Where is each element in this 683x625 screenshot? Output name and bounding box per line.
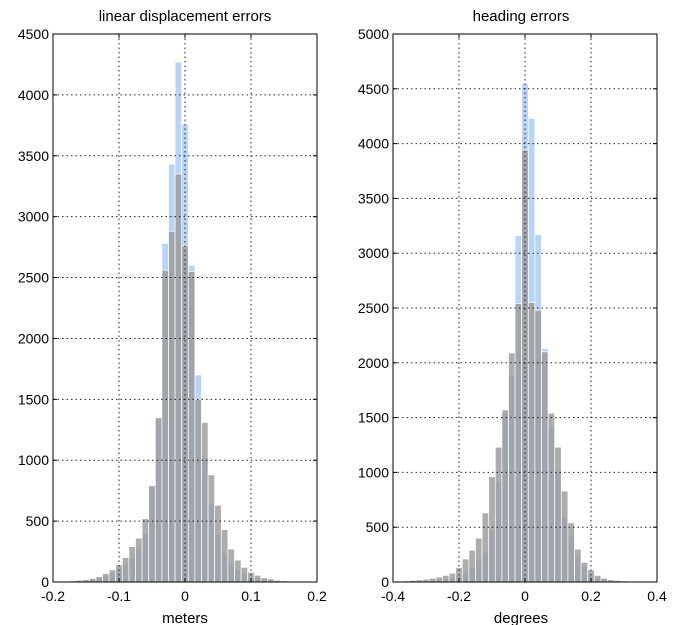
y-tick-label: 3000	[358, 245, 389, 261]
x-tick-label: -0.4	[381, 588, 405, 604]
histogram-bar	[253, 574, 262, 583]
y-tick-label: 2000	[358, 355, 389, 371]
histogram-bar	[88, 577, 97, 583]
series-1	[69, 173, 301, 583]
y-tick-label: 3000	[18, 209, 49, 225]
histogram-bar	[494, 446, 503, 583]
histogram-bar	[260, 577, 268, 583]
y-tick-label: 4000	[18, 87, 49, 103]
histogram-bar	[475, 537, 483, 583]
histogram-bar	[148, 485, 156, 583]
histogram-bar	[554, 446, 562, 583]
histogram-bar	[508, 352, 516, 583]
x-tick-label: 0.2	[307, 588, 327, 604]
histogram-bar	[168, 230, 176, 583]
histogram-bar	[468, 549, 476, 583]
x-tick-label: 0.2	[581, 588, 601, 604]
x-tick-label: -0.2	[41, 588, 65, 604]
histogram-bar	[201, 422, 209, 583]
y-tick-label: 2000	[18, 330, 49, 346]
histogram-bar	[461, 558, 470, 583]
heading-errors-panel: heading errors degrees -0.4 -0.2 0 0.2 0.4 0 5…	[358, 8, 667, 625]
x-tick-label: -0.1	[107, 588, 131, 604]
histogram-bar	[600, 577, 608, 583]
y-tick-label: 4000	[358, 136, 389, 152]
x-axis-label: degrees	[494, 610, 548, 625]
y-tick-label: 3500	[358, 190, 389, 206]
y-tick-label: 0	[381, 574, 389, 590]
histogram-bar	[187, 271, 196, 583]
y-tick-label: 3500	[18, 148, 49, 164]
y-tick-label: 0	[41, 574, 49, 590]
histogram-bar	[108, 569, 117, 583]
histogram-bar	[214, 504, 222, 583]
histogram-bar	[580, 561, 589, 583]
histogram-bar	[527, 302, 536, 583]
histogram-bar	[102, 573, 110, 583]
y-tick-label: 2500	[358, 300, 389, 316]
histogram-bar	[481, 512, 490, 583]
histogram-bar	[141, 518, 150, 583]
x-tick-label: 0.4	[647, 588, 667, 604]
chart-title: linear displacement errors	[99, 8, 272, 25]
histogram-bar	[560, 490, 569, 583]
x-axis-label: meters	[162, 610, 208, 625]
histogram-bar	[448, 572, 457, 583]
histogram-bar	[514, 303, 523, 583]
histogram-bar	[240, 567, 249, 583]
x-tick-label: 0	[181, 588, 189, 604]
histogram-bar	[128, 546, 136, 583]
histogram-bar	[541, 351, 549, 583]
y-tick-label: 1500	[358, 410, 389, 426]
y-tick-label: 1000	[18, 452, 49, 468]
histogram-bar	[207, 474, 216, 583]
histogram-bar	[135, 537, 143, 583]
x-tick-label: -0.2	[447, 588, 471, 604]
histogram-bar	[574, 548, 582, 583]
histogram-bar	[435, 576, 443, 583]
histogram-bar	[234, 559, 242, 583]
y-tick-label: 1500	[18, 391, 49, 407]
histogram-bar	[534, 309, 542, 583]
histogram-bar	[161, 269, 169, 583]
y-tick-label: 500	[26, 513, 50, 529]
histogram-bar	[428, 577, 437, 583]
histogram-bar	[220, 529, 229, 583]
histogram-bar	[227, 548, 235, 583]
linear-displacement-panel: linear displacement errors meters -0.2 -0…	[18, 8, 327, 625]
histogram-bar	[567, 522, 575, 583]
histogram-bar	[501, 409, 509, 583]
y-tick-label: 5000	[358, 26, 389, 42]
y-tick-label: 4500	[18, 26, 49, 42]
histogram-bar	[194, 398, 202, 583]
histogram-bar	[121, 557, 130, 583]
histogram-bar	[95, 576, 103, 583]
x-tick-label: 0.1	[241, 588, 261, 604]
histogram-bar	[442, 575, 450, 583]
y-tick-label: 2500	[18, 270, 49, 286]
chart-title: heading errors	[473, 8, 570, 25]
histogram-bar	[154, 417, 163, 583]
x-tick-label: 0	[521, 588, 529, 604]
histogram-bar	[547, 412, 556, 583]
histogram-bar	[488, 476, 496, 583]
histogram-bar	[174, 173, 183, 583]
histogram-bar	[593, 575, 602, 583]
y-tick-label: 4500	[358, 81, 389, 97]
y-tick-label: 1000	[358, 464, 389, 480]
y-tick-label: 500	[366, 519, 390, 535]
